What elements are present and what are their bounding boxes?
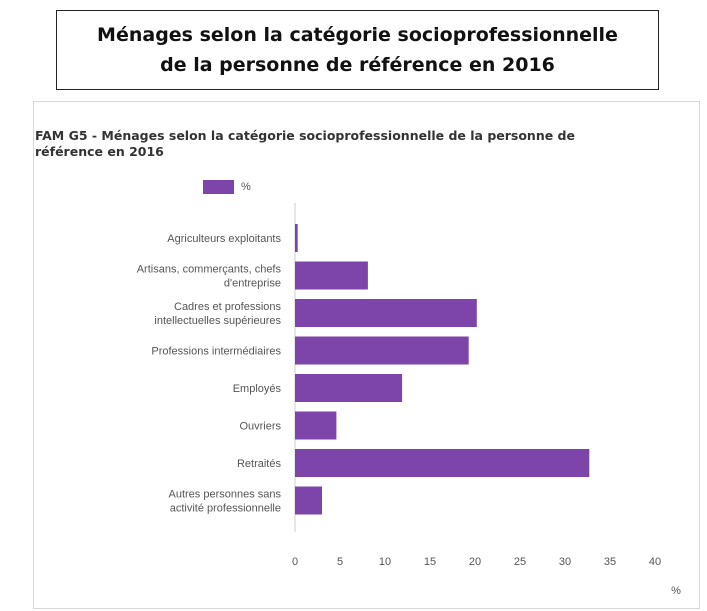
legend-label: % <box>241 181 251 193</box>
bar <box>295 486 322 515</box>
x-tick-label: 5 <box>337 556 343 568</box>
category-label: Cadres et professions <box>174 301 281 313</box>
bar <box>295 374 403 402</box>
bar <box>295 336 469 365</box>
bar <box>295 224 298 252</box>
legend-swatch <box>203 180 234 194</box>
category-label: intellectuelles supérieures <box>154 315 281 327</box>
x-tick-label: 30 <box>559 556 571 568</box>
chart-title: FAM G5 - Ménages selon la catégorie soci… <box>35 128 655 160</box>
category-label: activité professionnelle <box>170 503 281 515</box>
chart-legend: % <box>203 180 251 194</box>
bar <box>295 299 477 327</box>
x-tick-label: 0 <box>292 556 298 568</box>
header-title-box: Ménages selon la catégorie socioprofessi… <box>56 10 659 90</box>
x-tick-label: 20 <box>469 556 481 568</box>
category-label: Agriculteurs exploitants <box>167 233 281 245</box>
x-tick-label: 10 <box>379 556 391 568</box>
header-title-line-1: Ménages selon la catégorie socioprofessi… <box>97 24 618 46</box>
chart-panel <box>33 101 700 609</box>
x-tick-label: 15 <box>424 556 436 568</box>
header-title-line-2: de la personne de référence en 2016 <box>160 54 555 76</box>
category-label: d'entreprise <box>224 278 281 290</box>
chart-title-line-2: référence en 2016 <box>35 144 164 159</box>
chart-title-line-1: FAM G5 - Ménages selon la catégorie soci… <box>35 128 575 143</box>
category-label: Professions intermédiaires <box>151 346 281 358</box>
category-label: Artisans, commerçants, chefs <box>137 264 282 276</box>
x-axis-label: % <box>671 585 681 597</box>
category-label: Ouvriers <box>239 421 281 433</box>
category-label: Retraités <box>237 458 282 470</box>
bar <box>295 261 368 290</box>
x-tick-label: 35 <box>604 556 616 568</box>
category-label: Autres personnes sans <box>168 489 281 501</box>
x-tick-label: 40 <box>649 556 661 568</box>
bar <box>295 449 590 477</box>
bar <box>295 411 337 440</box>
x-tick-label: 25 <box>514 556 526 568</box>
category-label: Employés <box>233 383 282 395</box>
